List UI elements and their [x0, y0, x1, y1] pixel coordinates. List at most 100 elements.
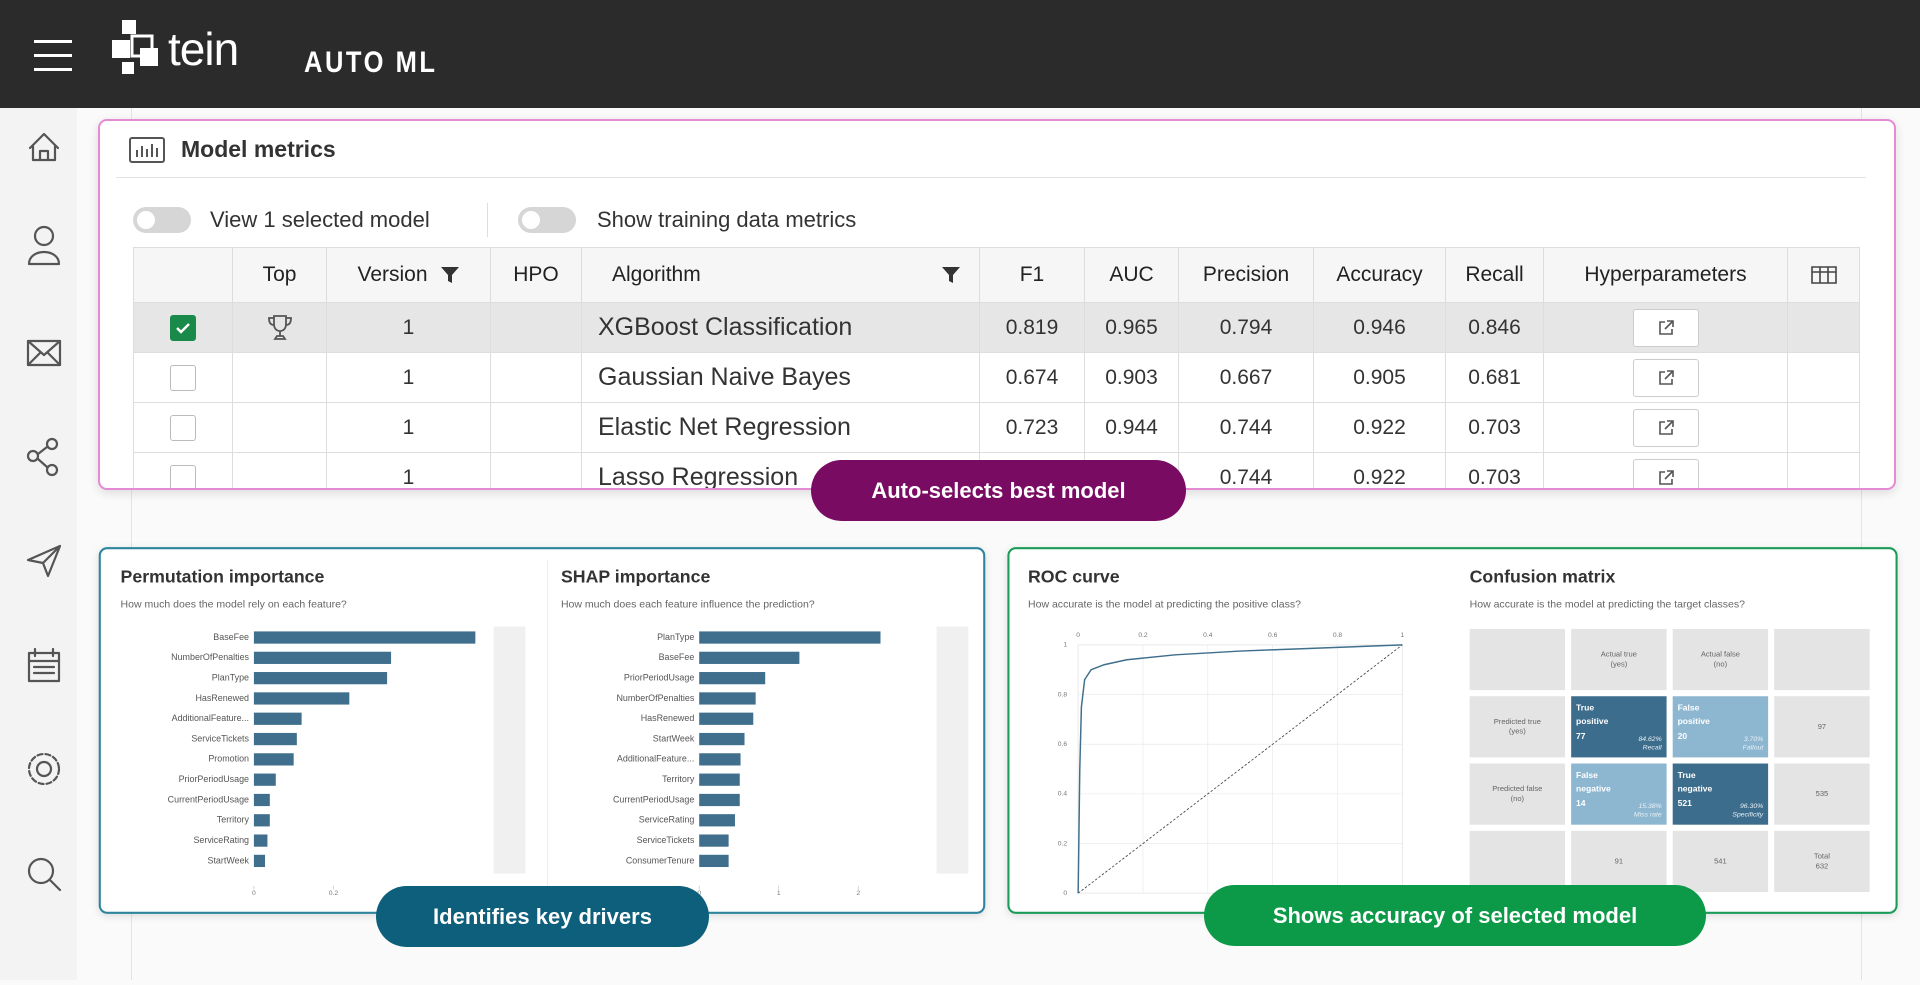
settings-icon[interactable] — [27, 752, 61, 786]
hyperparameters-button[interactable] — [1632, 408, 1699, 447]
cell-text: 0.903 — [1105, 365, 1158, 389]
cell-count: 77 — [1576, 731, 1586, 741]
table-cell: XGBoost Classification — [582, 303, 980, 353]
column-header-text: HPO — [513, 263, 559, 286]
table-cell: 1 — [327, 403, 491, 453]
checkbox[interactable] — [170, 364, 196, 391]
cell-text: 0.794 — [1219, 315, 1273, 339]
cell-text: 0.723 — [1005, 415, 1059, 439]
column-header: AUC — [1085, 248, 1179, 303]
cell-text: 0.703 — [1468, 415, 1521, 439]
separator — [116, 177, 1866, 178]
toggle[interactable] — [518, 207, 576, 233]
cell-text: Gaussian Naive Bayes — [598, 363, 851, 391]
filter-icon[interactable] — [440, 265, 460, 285]
toggle[interactable] — [133, 207, 191, 233]
cell-name: True — [1678, 770, 1696, 780]
panel-title: Model metrics — [181, 136, 336, 162]
column-header-text: Top — [262, 263, 297, 286]
column-header-text: Accuracy — [1336, 263, 1423, 286]
column-header[interactable]: Algorithm — [582, 248, 980, 303]
table-row[interactable]: 1 XGBoost Classification 0.819 0.965 0.794 0.… — [134, 303, 1860, 353]
cell-count: 20 — [1678, 731, 1688, 741]
minimap[interactable] — [936, 626, 969, 874]
table-cell: 0.667 — [1179, 353, 1314, 403]
table-cell — [491, 303, 582, 353]
checkbox[interactable] — [170, 414, 196, 441]
column-header[interactable]: Version — [327, 248, 491, 303]
table-row[interactable]: 1 Elastic Net Regression 0.723 0.944 0.744 0.… — [134, 403, 1860, 453]
matrix-cell — [1571, 696, 1667, 758]
table-row[interactable]: 1 Lasso Regression 0.744 0.922 0.703 — [134, 453, 1860, 488]
cell-name: positive — [1678, 716, 1711, 726]
hyperparameters-button[interactable] — [1632, 458, 1699, 488]
search-icon[interactable] — [27, 857, 62, 892]
matrix-header: Predicted false — [1492, 784, 1542, 793]
cell-metric: Specificity — [1732, 812, 1763, 819]
metrics-table: Top Version HPO Algorithm F1 AUC Precision Accu… — [133, 247, 1860, 488]
feature-label: CurrentPeriodUsage — [168, 794, 249, 804]
column-header-text: Recall — [1465, 263, 1524, 286]
calendar-icon[interactable] — [27, 647, 61, 683]
bar — [699, 753, 741, 766]
minimap[interactable] — [493, 626, 526, 874]
cell-text: XGBoost Classification — [598, 313, 853, 341]
table-cell — [1544, 303, 1788, 353]
flow-icon[interactable] — [26, 437, 59, 477]
table-header: Top Version HPO Algorithm F1 AUC Precision Accu… — [134, 248, 1860, 303]
logo-icon — [112, 20, 158, 74]
cell-text: 0.944 — [1105, 415, 1158, 439]
column-settings[interactable] — [1788, 248, 1860, 303]
column-total: 541 — [1714, 856, 1727, 865]
content-edge — [131, 108, 132, 980]
feature-label: AdditionalFeature... — [172, 713, 249, 723]
open-icon — [1658, 469, 1674, 485]
matrix-cell — [1469, 696, 1566, 758]
table-cell — [233, 353, 327, 403]
home-icon[interactable] — [28, 132, 60, 162]
checkbox[interactable] — [170, 314, 196, 341]
bar — [699, 793, 740, 807]
table-row[interactable]: 1 Gaussian Naive Bayes 0.674 0.903 0.667 0.90… — [134, 353, 1860, 403]
hyperparameters-button[interactable] — [1632, 308, 1699, 347]
bar — [699, 814, 735, 827]
send-icon[interactable] — [26, 544, 62, 578]
table-cell: 0.846 — [1446, 303, 1544, 353]
reference-diagonal — [1077, 644, 1403, 894]
matrix-cell — [1672, 628, 1769, 691]
table-cell: 0.819 — [980, 303, 1085, 353]
model-metrics-panel: Model metrics View 1 selected model Show… — [98, 119, 1896, 490]
menu-button[interactable] — [34, 40, 72, 72]
chart-title: Permutation importance — [121, 566, 325, 586]
cell-metric: Miss rate — [1634, 812, 1662, 819]
user-icon[interactable] — [27, 225, 61, 266]
cell-text: 1 — [402, 415, 415, 439]
matrix-header: (no) — [1714, 659, 1728, 668]
feature-label: ServiceTickets — [191, 733, 249, 743]
mail-icon[interactable] — [26, 339, 62, 367]
roc-line — [1077, 644, 1403, 894]
select-cell — [134, 453, 233, 488]
cell-text: 0.922 — [1353, 415, 1406, 439]
y-tick-label: 0.8 — [1058, 691, 1068, 698]
table-cell: 0.944 — [1085, 403, 1179, 453]
checkbox[interactable] — [170, 464, 196, 488]
filter-icon[interactable] — [941, 265, 961, 285]
feature-label: HasRenewed — [195, 693, 249, 703]
cell-name: positive — [1576, 716, 1609, 726]
table-cell: 0.744 — [1179, 403, 1314, 453]
x-tick-label: 2 — [856, 890, 860, 897]
cell-name: True — [1576, 703, 1594, 713]
open-shape — [1658, 469, 1674, 485]
feature-label: StartWeek — [653, 733, 695, 743]
y-tick-label: 1 — [1063, 642, 1067, 649]
column-header: Recall — [1446, 248, 1544, 303]
hyperparameters-button[interactable] — [1632, 358, 1699, 397]
cell-name: negative — [1678, 783, 1713, 793]
feature-label: ConsumerTenure — [626, 855, 694, 865]
feature-label: PriorPeriodUsage — [624, 673, 694, 683]
chart-subtitle: How accurate is the model at predicting … — [1028, 598, 1301, 610]
cell-percent: 15.38% — [1638, 803, 1661, 810]
matrix-header: (no) — [1511, 794, 1525, 803]
x-tick-label: 0.2 — [1138, 632, 1148, 639]
